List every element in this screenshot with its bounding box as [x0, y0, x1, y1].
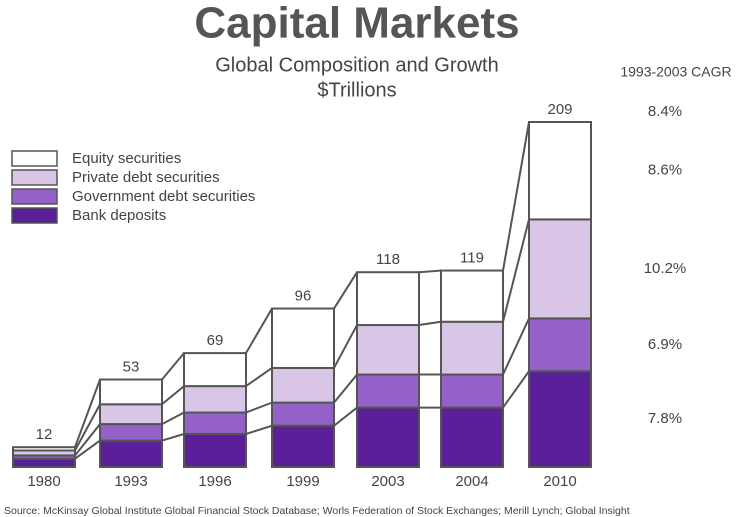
bar-segment	[271, 424, 335, 468]
legend-label: Private debt securities	[72, 169, 220, 186]
bar-segment	[440, 406, 504, 468]
bar-segment	[183, 385, 247, 414]
bar-segment	[12, 457, 76, 468]
cagr-label: 10.2%	[644, 260, 687, 277]
bar-segment	[271, 307, 335, 369]
subtitle: $Trillions	[317, 79, 396, 101]
connector	[245, 401, 273, 414]
connector	[161, 385, 185, 406]
connector	[418, 269, 442, 274]
total-label: 69	[207, 332, 224, 349]
connector	[502, 121, 530, 271]
total-label: 96	[295, 287, 312, 304]
cagr-title: 1993-2003 CAGR	[620, 64, 731, 80]
bar-segment	[99, 439, 163, 469]
connector	[502, 370, 530, 409]
legend-label: Equity securities	[72, 150, 181, 167]
cagr-label: 6.9%	[648, 336, 682, 353]
connector	[333, 271, 358, 310]
legend-label: Government debt securities	[72, 188, 255, 205]
connector	[161, 352, 185, 381]
bar-segment	[356, 373, 420, 409]
connector	[161, 411, 185, 425]
legend-swatch	[11, 207, 58, 224]
x-tick-label: 2004	[455, 473, 488, 490]
total-label: 209	[547, 101, 572, 118]
bar-segment	[528, 218, 592, 320]
bar-segment	[99, 423, 163, 442]
connector	[333, 406, 358, 427]
connector	[161, 433, 185, 442]
cagr-label: 7.8%	[648, 410, 682, 427]
connector	[245, 367, 273, 387]
subtitle: Global Composition and Growth	[215, 54, 498, 76]
x-tick-label: 1993	[114, 473, 147, 490]
bar-segment	[183, 411, 247, 435]
bar-segment	[356, 406, 420, 468]
connector	[418, 320, 442, 327]
legend-label: Bank deposits	[72, 207, 166, 224]
connector	[502, 318, 530, 375]
total-label: 118	[376, 251, 400, 268]
legend-swatch	[11, 169, 58, 186]
legend-swatch	[11, 150, 58, 167]
connector	[74, 403, 101, 451]
bar-segment	[99, 378, 163, 406]
bar-segment	[99, 403, 163, 426]
x-tick-label: 2010	[543, 473, 576, 490]
total-label: 119	[460, 250, 484, 267]
connector	[74, 423, 101, 457]
bar-segment	[183, 352, 247, 388]
bar-segment	[356, 324, 420, 376]
total-label: 12	[36, 426, 53, 443]
connector	[245, 424, 273, 435]
connector	[245, 308, 273, 354]
bar-segment	[528, 370, 592, 468]
connector	[333, 373, 358, 404]
bar-segment	[271, 401, 335, 427]
connector	[74, 379, 101, 448]
bar-segment	[440, 320, 504, 376]
bar-segment	[440, 269, 504, 323]
bar-segment	[528, 121, 592, 221]
x-tick-label: 1999	[286, 473, 319, 490]
connector	[333, 324, 358, 369]
source: Source: McKinsay Global Institute Global…	[4, 505, 630, 517]
connector	[74, 439, 101, 460]
connector	[502, 219, 530, 322]
cagr-label: 8.6%	[648, 162, 682, 179]
chart-title: Capital Markets	[194, 0, 519, 48]
legend-swatch	[11, 188, 58, 205]
x-tick-label: 1980	[27, 473, 60, 490]
bar-segment	[528, 317, 592, 373]
x-tick-label: 2003	[371, 473, 404, 490]
bar-segment	[271, 366, 335, 404]
cagr-label: 8.4%	[648, 103, 682, 120]
bar-segment	[356, 271, 420, 327]
bar-segment	[440, 373, 504, 409]
bar-segment	[12, 446, 76, 452]
bar-segment	[183, 432, 247, 469]
x-tick-label: 1996	[198, 473, 231, 490]
total-label: 53	[123, 358, 140, 375]
